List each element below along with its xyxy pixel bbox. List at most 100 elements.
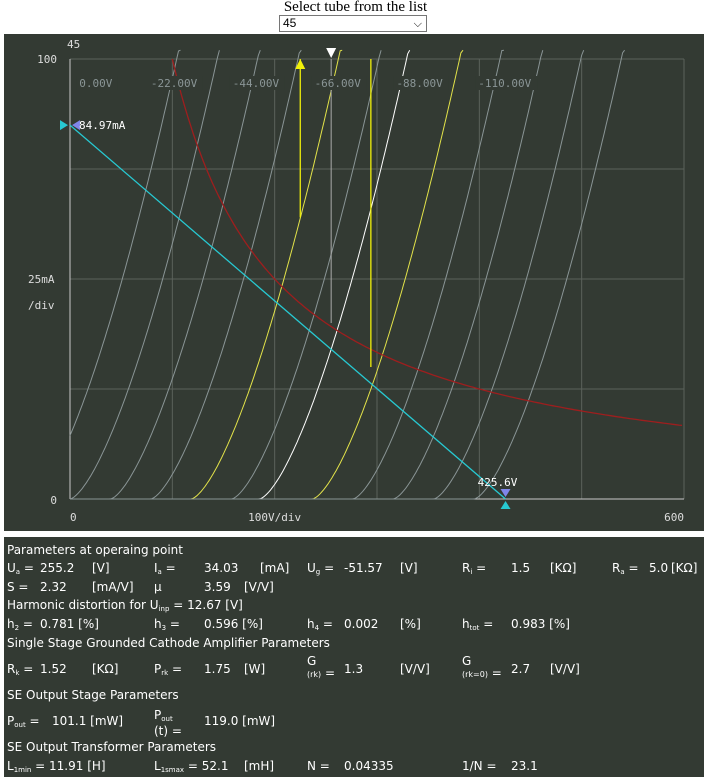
s-label: S = xyxy=(7,580,29,594)
ia-label: Ia = xyxy=(154,561,176,576)
x-tick-div: 100V/div xyxy=(248,511,301,524)
ia-unit: [mA] xyxy=(260,561,290,575)
selector-title: Select tube from the list xyxy=(283,0,428,15)
tube-curve xyxy=(70,50,585,500)
load-line-end-bottom-marker xyxy=(500,501,511,509)
n-value: 0.04335 xyxy=(344,759,394,773)
y-tick-100: 100 xyxy=(37,53,57,66)
tube-curve xyxy=(70,50,544,500)
parameters-panel: Parameters at operaing point Ua = 255.2 … xyxy=(4,537,704,777)
grid-label-bg xyxy=(229,76,285,90)
load-line-start-left-marker xyxy=(60,120,68,131)
invn-value: 23.1 xyxy=(511,759,538,773)
grid-label-bg xyxy=(311,76,367,90)
pout-t-value: 119.0 [mW] xyxy=(204,714,276,728)
invn-label: 1/N = xyxy=(462,759,497,773)
g-rk-label: G (rk) = xyxy=(307,654,336,680)
pout-value: 101.1 [mW] xyxy=(52,714,124,728)
tube-curve xyxy=(70,49,464,500)
h2-value: 0.781 [%] xyxy=(40,617,99,631)
prk-value: 1.75 xyxy=(204,662,231,676)
tube-curve xyxy=(70,49,302,500)
ug-value: -51.57 xyxy=(344,561,383,575)
ra-value: 5.0 xyxy=(649,561,669,575)
s-value: 2.32 xyxy=(40,580,67,594)
y-tick-0: 0 xyxy=(50,494,57,507)
tube-selector-header: Select tube from the list 45 ⌵ xyxy=(0,0,711,33)
grid-voltage-label: -88.00V xyxy=(396,77,443,90)
htot-value: 0.983 [%] xyxy=(511,617,570,631)
l1smax-unit: [mH] xyxy=(244,759,275,773)
s-unit: [mA/V] xyxy=(92,580,134,594)
ra-label: Ra = xyxy=(612,561,639,576)
load-line-ia-label: 84.97mA xyxy=(79,119,126,132)
prk-label: Prk = xyxy=(154,662,183,677)
n-label: N = xyxy=(307,759,330,773)
h3-label: h3 = xyxy=(154,617,180,632)
section-harmonic-title: Harmonic distortion for Uinp = 12.67 [V] xyxy=(7,598,243,613)
htot-label: htot = xyxy=(462,617,494,632)
h4-value: 0.002 xyxy=(344,617,379,631)
grid-voltage-label: 0.00V xyxy=(79,77,112,90)
g-rk0-value: 2.7 xyxy=(511,662,531,676)
ia-value: 34.03 xyxy=(204,561,239,575)
grid-label-bg xyxy=(147,76,203,90)
ug-label: Ug = xyxy=(307,561,335,576)
grid-label-bg xyxy=(393,76,449,90)
mu-unit: [V/V] xyxy=(244,580,274,594)
load-line-ua-label: 425.6V xyxy=(478,476,518,489)
tube-curve xyxy=(69,50,220,500)
tube-characteristic-chart[interactable]: 0.00V -22.00V -44.00V -66.00V -88.00V -110.00… xyxy=(4,34,704,531)
tube-curve xyxy=(70,50,261,500)
yellow-marker-triangle xyxy=(295,59,306,69)
pout-t-label: Pout (t) = xyxy=(154,708,182,738)
l1smax-label: L1smax = 52.1 xyxy=(154,759,229,774)
h3-value: 0.596 [%] xyxy=(204,617,263,631)
h4-unit: [%] xyxy=(400,617,421,631)
grid-label-bg xyxy=(475,76,538,90)
prk-unit: [W] xyxy=(244,662,266,676)
ri-value: 1.5 xyxy=(511,561,531,575)
tube-select[interactable]: 45 ⌵ xyxy=(279,15,427,32)
rk-label: Rk = xyxy=(7,662,34,677)
section-transformer-title: SE Output Transformer Parameters xyxy=(7,740,217,754)
y-tick-div: /div xyxy=(28,299,55,312)
section-se-title: SE Output Stage Parameters xyxy=(7,688,179,702)
ua-value: 255.2 xyxy=(40,561,75,575)
tube-curve xyxy=(70,49,504,500)
chart-canvas: 0.00V -22.00V -44.00V -66.00V -88.00V -110.00… xyxy=(28,38,685,524)
load-line xyxy=(69,124,506,500)
ri-unit: [KΩ] xyxy=(550,561,577,575)
g-rk0-unit: [V/V] xyxy=(550,662,580,676)
l1min-label: L1min = 11.91 [H] xyxy=(7,759,106,774)
pout-label: Pout = xyxy=(7,714,40,729)
ri-label: Ri = xyxy=(462,561,487,576)
chart-title: 45 xyxy=(67,38,80,51)
mu-value: 3.59 xyxy=(204,580,231,594)
h2-label: h2 = xyxy=(7,617,33,632)
x-tick-600: 600 xyxy=(664,511,684,524)
load-line-end-top-marker xyxy=(500,489,511,497)
g-rk0-label: G (rk=0) = xyxy=(462,654,502,680)
tube-curve xyxy=(70,49,411,500)
max-dissipation-curve xyxy=(171,58,683,427)
tube-curve xyxy=(70,49,625,500)
grid-voltage-label: -44.00V xyxy=(233,77,280,90)
rk-value: 1.52 xyxy=(40,662,67,676)
tube-curve xyxy=(69,49,181,436)
operating-point-marker xyxy=(326,48,337,58)
ua-label: Ua = xyxy=(7,561,34,576)
tube-curve xyxy=(70,50,382,500)
grid-voltage-label: -110.00V xyxy=(478,77,531,90)
x-tick-0: 0 xyxy=(70,511,77,524)
h4-label: h4 = xyxy=(307,617,333,632)
g-rk-value: 1.3 xyxy=(344,662,364,676)
rk-unit: [KΩ] xyxy=(92,662,119,676)
chevron-down-icon: ⌵ xyxy=(413,18,422,30)
g-rk-unit: [V/V] xyxy=(400,662,430,676)
grid-voltage-label: -66.00V xyxy=(315,77,362,90)
section-operating-title: Parameters at operaing point xyxy=(7,543,183,557)
ug-unit: [V] xyxy=(400,561,418,575)
mu-label: μ xyxy=(154,580,162,594)
section-single-title: Single Stage Grounded Cathode Amplifier … xyxy=(7,636,330,650)
